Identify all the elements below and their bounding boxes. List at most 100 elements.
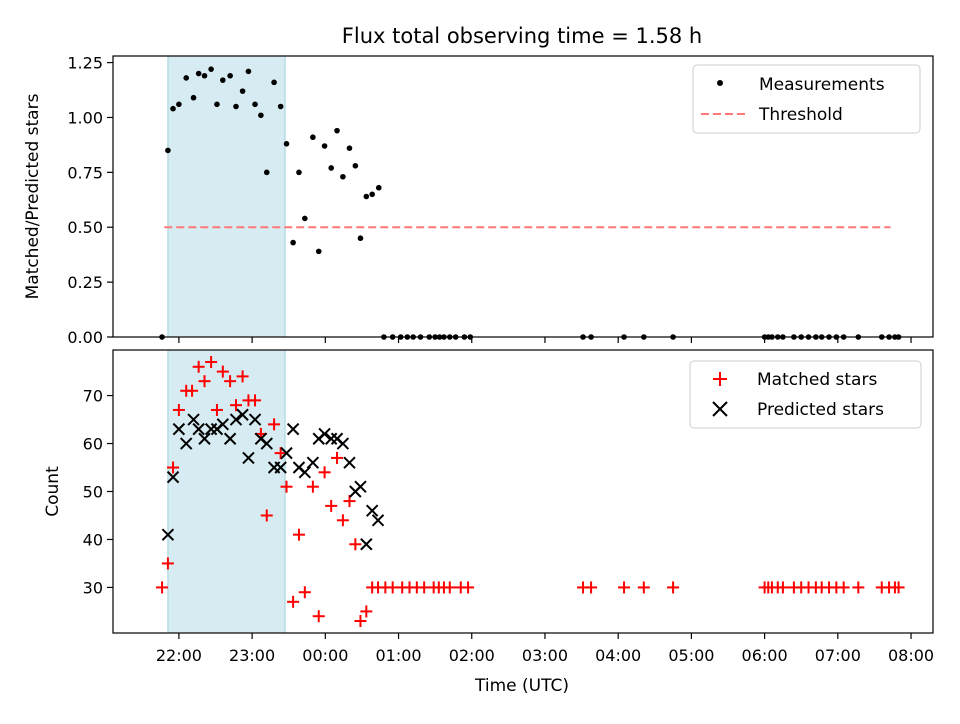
- x-tick-label: 02:00: [449, 646, 495, 665]
- matched-star-point: [156, 581, 169, 594]
- measurement-point: [375, 184, 382, 191]
- matched-star-point: [443, 581, 456, 594]
- matched-star-point: [230, 399, 242, 412]
- matched-star-point: [287, 595, 300, 608]
- matched-star-point: [331, 451, 344, 464]
- legend-marker-matched: [713, 372, 727, 386]
- figure-title: Flux total observing time = 1.58 h: [342, 24, 702, 48]
- matched-star-point: [312, 610, 325, 623]
- matched-star-point: [172, 403, 185, 416]
- legend-label-measurements: Measurements: [759, 75, 885, 95]
- x-tick-label: 01:00: [375, 646, 421, 665]
- measurement-point: [369, 191, 375, 198]
- predicted-star-point: [223, 432, 237, 445]
- matched-star-point: [249, 394, 262, 407]
- matched-star-point: [268, 418, 281, 431]
- legend-label-threshold: Threshold: [758, 105, 843, 125]
- matched-star-point: [224, 375, 237, 388]
- measurement-point: [252, 101, 258, 108]
- predicted-star-point: [180, 437, 193, 450]
- measurement-point: [290, 239, 296, 246]
- matched-star-point: [186, 384, 199, 397]
- legend-label-matched: Matched stars: [757, 370, 877, 390]
- matched-star-point: [260, 509, 273, 522]
- predicted-star-point: [371, 514, 385, 527]
- matched-star-point: [852, 581, 865, 594]
- predicted-star-point: [187, 413, 200, 426]
- matched-star-point: [167, 461, 180, 474]
- measurement-point: [214, 101, 220, 108]
- matched-star-point: [298, 586, 311, 599]
- measurement-point: [245, 68, 252, 75]
- x-tick-label: 22:00: [156, 646, 202, 665]
- predicted-star-point: [280, 446, 293, 460]
- measurement-point: [334, 127, 340, 134]
- x-tick-label: 23:00: [229, 646, 275, 665]
- bottom-legend-box: [689, 360, 922, 429]
- measurement-point: [310, 134, 316, 141]
- matched-star-point: [354, 615, 367, 628]
- matched-star-point: [837, 581, 850, 594]
- matched-star-point: [349, 538, 362, 551]
- measurement-point: [263, 169, 270, 176]
- x-tick-label: 04:00: [595, 646, 641, 665]
- measurement-point: [321, 143, 328, 149]
- measurement-point: [302, 215, 308, 222]
- y-tick-label: 70: [83, 387, 103, 406]
- y-tick-label: 1.00: [67, 108, 103, 127]
- predicted-star-point: [248, 413, 262, 426]
- x-tick-label: 06:00: [742, 646, 788, 665]
- predicted-star-point: [192, 422, 205, 436]
- matched-star-point: [776, 581, 789, 594]
- x-tick-label: 03:00: [522, 646, 568, 665]
- measurement-point: [258, 112, 264, 119]
- matched-star-point: [618, 581, 631, 594]
- top-y-label: Matched/Predicted stars: [23, 93, 43, 299]
- measurement-point: [170, 105, 176, 112]
- legend-marker-predicted: [712, 401, 728, 417]
- predicted-star-point: [260, 437, 273, 450]
- y-tick-label: 0.50: [67, 218, 103, 237]
- measurement-point: [233, 103, 239, 110]
- predicted-star-point: [354, 480, 367, 493]
- matched-star-point: [236, 370, 249, 383]
- predicted-star-point: [242, 451, 255, 465]
- measurement-point: [346, 145, 353, 152]
- predicted-star-point: [318, 427, 331, 441]
- measurement-point: [227, 72, 233, 79]
- matched-star-point: [280, 480, 293, 493]
- predicted-star-point: [274, 461, 287, 474]
- bottom-marks: [156, 355, 905, 628]
- measurement-point: [328, 165, 334, 171]
- measurement-point: [340, 173, 346, 180]
- predicted-star-point: [324, 432, 338, 445]
- measurement-point: [183, 75, 190, 81]
- measurement-point: [190, 94, 197, 101]
- measurement-point: [277, 103, 284, 110]
- matched-star-point: [306, 480, 319, 493]
- bottom-x-axis: 22:00 23:00 00:00 01:00 02:00 03:00 04:00 05:00…: [156, 633, 934, 665]
- x-tick-label: 07:00: [815, 646, 861, 665]
- predicted-star-point: [286, 422, 300, 436]
- measurement-point: [239, 88, 246, 94]
- matched-star-point: [274, 447, 287, 460]
- measurement-point: [352, 162, 359, 169]
- matched-star-point: [192, 360, 205, 373]
- y-tick-label: 50: [83, 483, 103, 502]
- top-legend: Measurements Threshold: [692, 64, 921, 134]
- matched-star-point: [210, 403, 223, 416]
- bottom-legend: Matched stars Predicted stars: [689, 360, 922, 429]
- measurement-point: [195, 70, 202, 77]
- measurement-point: [271, 79, 277, 86]
- bottom-panel: 30 40 50 60 70 22:00 23:00 00:00 01:00 02:00 03:0…: [43, 349, 934, 696]
- y-tick-label: 1.25: [67, 54, 103, 73]
- y-tick-label: 0.75: [67, 163, 103, 182]
- matched-star-point: [292, 528, 305, 541]
- measurement-point: [357, 235, 364, 242]
- y-tick-label: 30: [83, 578, 103, 597]
- measurement-point: [165, 147, 171, 154]
- predicted-star-point: [236, 408, 249, 421]
- predicted-star-point: [204, 422, 218, 436]
- measurement-point: [296, 169, 302, 176]
